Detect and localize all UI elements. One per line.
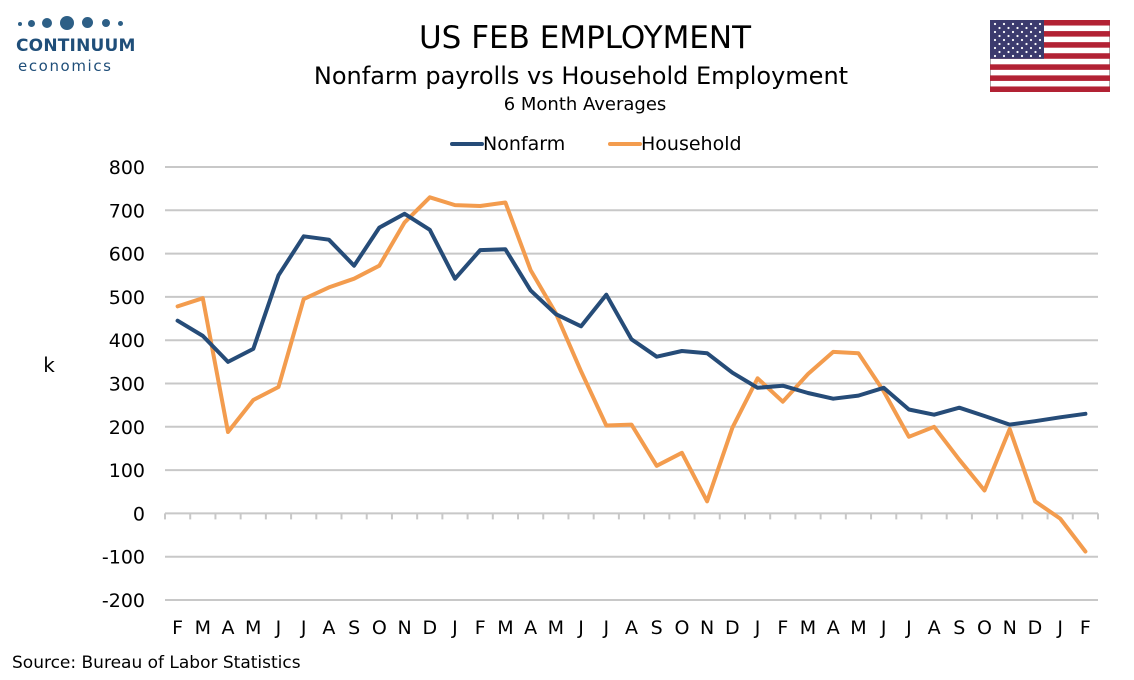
x-tick-label: S [953,617,965,639]
x-tick-label: M [850,617,866,639]
logo-dots-icon [14,14,144,34]
y-tick-label: -200 [102,590,145,612]
x-tick-label: A [524,617,537,639]
x-tick-label: S [651,617,663,639]
y-tick-label: 100 [109,460,145,482]
x-tick-label: O [977,617,992,639]
y-tick-label: 800 [109,157,145,179]
x-tick-label: M [245,617,261,639]
series-line-nonfarm [175,211,1088,427]
x-tick-label: M [497,617,513,639]
x-tick-label: J [577,617,584,639]
legend-label-nonfarm: Nonfarm [483,133,565,155]
logo-subtitle: economics [18,57,113,75]
series-line-household [175,195,1088,554]
chart-subtitle: Nonfarm payrolls vs Household Employment [313,62,849,90]
y-tick-label: 0 [133,503,145,525]
x-tick-label: D [1028,617,1043,639]
x-tick-label: J [602,617,609,639]
x-tick-label: F [475,617,486,639]
x-tick-label: M [195,617,211,639]
x-tick-label: M [548,617,564,639]
x-tick-label: M [800,617,816,639]
legend-label-household: Household [641,133,742,155]
y-tick-label: 700 [109,200,145,222]
y-tick-label: 500 [109,287,145,309]
x-tick-label: F [777,617,788,639]
y-tick-label: 400 [109,330,145,352]
chart-subtitle-secondary: 6 Month Averages [503,94,667,115]
x-tick-label: N [1003,617,1017,639]
chart-title: US FEB EMPLOYMENT [418,20,752,56]
y-tick-label: 600 [109,244,145,266]
x-tick-label: O [674,617,689,639]
logo-name: CONTINUUM [16,36,136,56]
x-tick-label: N [397,617,411,639]
x-tick-label: D [422,617,437,639]
x-tick-label: J [905,617,912,639]
y-tick-label: 300 [109,374,145,396]
x-tick-label: J [1056,617,1063,639]
source-note: Source: Bureau of Labor Statistics [12,653,301,673]
continuum-logo: CONTINUUM economics [14,14,144,75]
x-tick-label: J [300,617,307,639]
x-tick-label: J [275,617,282,639]
x-tick-label: D [725,617,740,639]
x-tick-label: A [928,617,941,639]
x-tick-label: F [172,617,183,639]
y-tick-label: 200 [109,417,145,439]
x-tick-label: J [880,617,887,639]
x-tick-label: A [222,617,235,639]
x-tick-label: A [625,617,638,639]
x-tick-label: A [322,617,335,639]
x-tick-label: A [827,617,840,639]
x-tick-label: N [700,617,714,639]
x-tick-label: F [1080,617,1091,639]
x-tick-label: S [348,617,360,639]
x-tick-label: J [754,617,761,639]
y-tick-label: -100 [102,547,145,569]
us-flag-icon [990,20,1110,92]
x-tick-label: O [372,617,387,639]
x-tick-label: J [451,617,458,639]
y-axis-label: k [43,353,55,377]
